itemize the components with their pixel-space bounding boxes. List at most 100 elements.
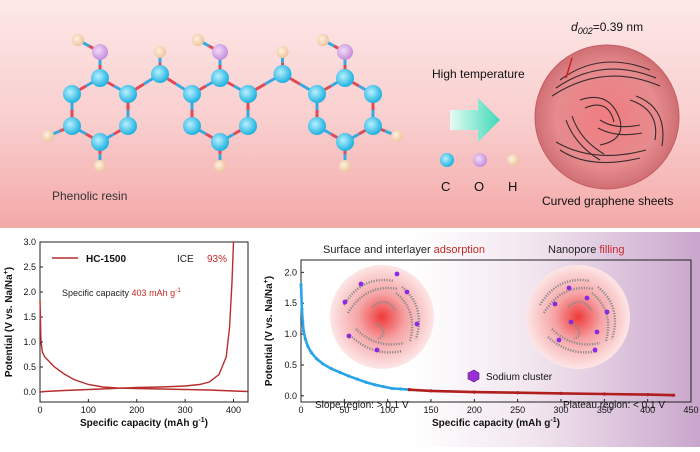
data-point <box>472 390 476 394</box>
y-tick-label: 0.0 <box>284 391 297 401</box>
y-tick-label: 0.0 <box>23 387 36 397</box>
phenolic-resin-label: Phenolic resin <box>52 189 127 203</box>
sodium-cluster-icon <box>467 369 480 383</box>
schematic-svg: Phenolic resin High temperature C O H d0… <box>42 20 680 208</box>
data-point <box>364 380 368 384</box>
hydrogen-legend-icon <box>507 154 519 166</box>
y-tick-label: 0.5 <box>23 362 36 372</box>
y-tick-label: 2.5 <box>23 262 36 272</box>
capacity-annotation: Specific capacity 403 mAh g-1 <box>62 287 181 298</box>
x-tick-label: 400 <box>640 405 655 415</box>
graphene-sphere <box>534 44 680 190</box>
sodium-cluster-label: Sodium cluster <box>486 372 553 383</box>
x-tick-label: 200 <box>129 405 144 415</box>
sodium-dot <box>342 299 348 305</box>
y-tick-label: 2.0 <box>23 287 36 297</box>
plot-frame <box>300 259 692 403</box>
sodium-dot <box>556 337 562 343</box>
data-point <box>381 384 385 389</box>
curved-graphene-sheets-icon <box>551 61 664 164</box>
mechanism-panel: 0 50 100 150 200 250 300 350 400 450 0.0 0.5 1.0 1.5 2… <box>257 232 700 447</box>
d-spacing-label: d002=0.39 nm <box>571 20 643 36</box>
mechanism-chart: 0 50 100 150 200 250 300 350 400 450 0.0 0.5 1.0 1.5 2… <box>263 244 699 429</box>
data-point <box>559 391 563 395</box>
data-point <box>672 393 676 397</box>
data-point <box>407 388 411 392</box>
x-tick-label: 50 <box>339 405 349 415</box>
plateau-region-label: Plateau region: < 0.1 V <box>563 400 665 411</box>
data-point <box>303 337 307 341</box>
ice-label: ICE <box>177 254 194 265</box>
x-tick-label: 150 <box>423 405 438 415</box>
phenolic-resin-molecule <box>42 34 403 172</box>
sodium-dot <box>394 271 400 277</box>
sodium-dot <box>568 319 574 325</box>
voltage-profile-panel: 0 100 200 300 400 0.0 0.5 1.0 1.5 2.0 2.5 3.0 Specif… <box>0 232 257 447</box>
y-tick-label: 1.5 <box>284 298 297 308</box>
x-tick-label: 450 <box>683 405 698 415</box>
slope-region-label: Slope region: > 0.1 V <box>315 400 409 411</box>
carbon-legend-icon <box>440 153 454 167</box>
data-point <box>329 367 333 371</box>
series-line <box>39 241 235 393</box>
data-point <box>355 377 359 381</box>
data-point <box>315 357 319 361</box>
sodium-dot <box>552 301 558 307</box>
data-point <box>299 283 303 287</box>
data-point <box>429 389 433 393</box>
data-point <box>321 362 325 366</box>
curved-graphene-label: Curved graphene sheets <box>542 194 673 208</box>
data-point <box>338 370 342 374</box>
x-axis-label: Specific capacity (mAh g-1) <box>432 417 560 429</box>
series-line <box>409 388 674 397</box>
data-point <box>602 392 606 396</box>
data-point <box>301 320 305 324</box>
oxygen-legend-icon <box>473 153 487 167</box>
sodium-dot <box>594 329 600 335</box>
carbon-legend-label: C <box>441 179 450 194</box>
sodium-dot <box>358 281 364 287</box>
y-axis-label: Potential (V vs. Na/Na+) <box>3 267 15 377</box>
y-tick-label: 1.0 <box>23 337 36 347</box>
data-point <box>373 383 377 387</box>
sodium-dot <box>346 333 352 339</box>
x-tick-label: 100 <box>380 405 395 415</box>
voltage-profile-chart: 0 100 200 300 400 0.0 0.5 1.0 1.5 2.0 2.5 3.0 Specif… <box>3 237 249 429</box>
data-point <box>516 391 520 395</box>
data-point <box>646 392 650 397</box>
high-temperature-label: High temperature <box>432 67 525 81</box>
oxygen-legend-label: O <box>474 179 484 194</box>
nanopore-title: Nanopore filling <box>548 244 624 256</box>
data-point <box>302 329 306 333</box>
y-tick-label: 1.0 <box>284 329 297 339</box>
d-spacing-marker <box>565 57 573 79</box>
sodium-dot <box>604 309 610 315</box>
adsorption-title: Surface and interlayer adsorption <box>323 244 485 256</box>
ice-value: 93% <box>207 254 227 265</box>
x-tick-label: 350 <box>597 405 612 415</box>
data-point <box>300 307 304 311</box>
sodium-dot <box>592 347 598 353</box>
sodium-dot <box>374 347 380 353</box>
series-line <box>39 299 249 393</box>
process-arrow-icon <box>450 98 500 142</box>
x-tick-label: 300 <box>178 405 193 415</box>
x-tick-label: 0 <box>298 405 303 415</box>
x-tick-label: 400 <box>226 405 241 415</box>
legend-hc1500: HC-1500 <box>86 254 126 265</box>
adsorption-graphene-icon <box>342 278 421 354</box>
data-point <box>309 351 313 355</box>
sodium-dot <box>566 285 572 291</box>
x-axis-label: Specific capacity (mAh g-1) <box>80 417 208 429</box>
y-tick-label: 0.5 <box>284 360 297 370</box>
data-point <box>306 344 310 349</box>
data-point <box>347 374 351 378</box>
x-tick-label: 0 <box>37 405 42 415</box>
y-tick-label: 1.5 <box>23 312 36 322</box>
schematic-panel: Phenolic resin High temperature C O H d0… <box>0 0 700 228</box>
y-tick-label: 3.0 <box>23 237 36 247</box>
x-tick-label: 250 <box>510 405 525 415</box>
x-tick-label: 200 <box>467 405 482 415</box>
sodium-dot <box>414 321 420 327</box>
y-axis-label: Potential (V vs. Na/Na+) <box>263 276 275 386</box>
